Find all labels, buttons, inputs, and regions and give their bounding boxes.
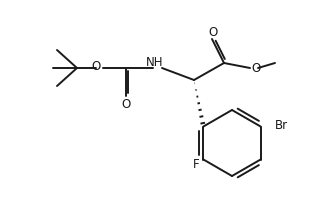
Text: O: O (121, 97, 131, 110)
Text: O: O (251, 63, 261, 75)
Text: NH: NH (146, 55, 164, 69)
Text: O: O (208, 26, 217, 38)
Text: Br: Br (275, 119, 288, 132)
Text: O: O (92, 61, 101, 73)
Text: F: F (193, 158, 200, 171)
